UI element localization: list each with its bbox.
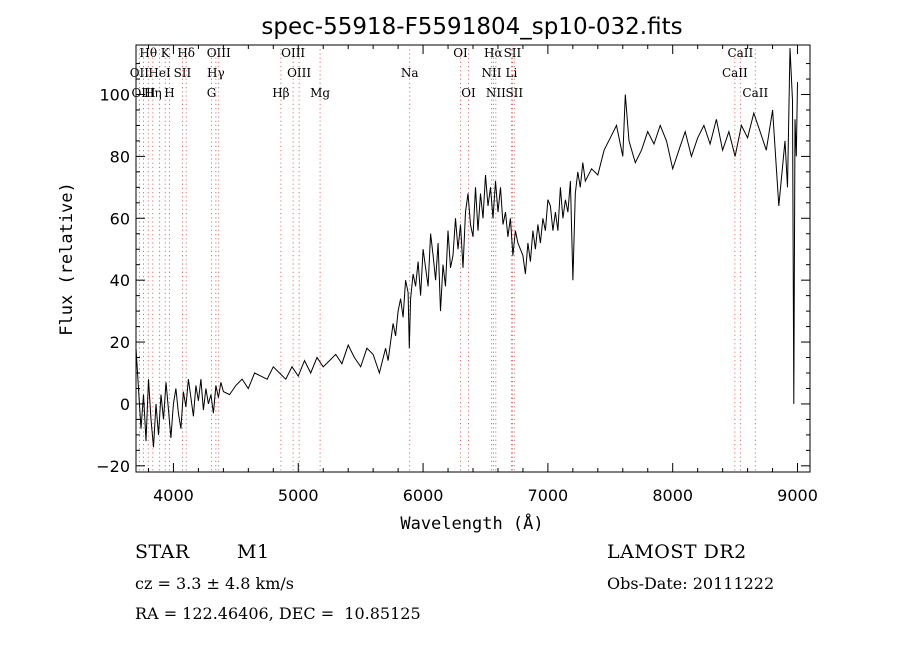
line-label: SII	[504, 46, 522, 60]
y-axis-label: Flux (relative)	[57, 182, 77, 336]
line-label: HeI	[148, 66, 171, 80]
emission-line-markers	[138, 45, 756, 472]
x-tick-label: 7000	[528, 486, 569, 505]
line-label: Hγ	[207, 66, 225, 80]
x-tick-label: 5000	[278, 486, 319, 505]
line-label: G	[207, 86, 217, 100]
line-label: SII	[505, 86, 523, 100]
line-label: H	[164, 86, 174, 100]
line-label: Hδ	[177, 46, 195, 60]
line-label: K	[161, 46, 171, 60]
line-label: SII	[174, 66, 192, 80]
x-axis-label: Wavelength (Å)	[400, 512, 543, 534]
line-label: OIII	[207, 46, 231, 60]
y-tick-label: 80	[110, 147, 130, 166]
line-label: OI	[453, 46, 468, 60]
line-label: CaII	[722, 66, 748, 80]
spectrum-line	[135, 48, 798, 448]
line-label: Li	[506, 66, 518, 80]
line-label: NII	[481, 66, 501, 80]
line-label: OI	[461, 86, 476, 100]
line-label: NII	[486, 86, 506, 100]
sky-coordinates: RA = 122.46406, DEC = 10.85125	[135, 604, 421, 623]
spectral-class: M1	[237, 541, 270, 563]
line-label: OIII	[281, 46, 305, 60]
line-label: OIII	[131, 86, 155, 100]
x-tick-label: 9000	[777, 486, 818, 505]
plot-frame	[135, 44, 811, 473]
line-label: Hα	[484, 46, 503, 60]
redshift-velocity: cz = 3.3 ± 4.8 km/s	[135, 574, 294, 593]
line-label: OII	[130, 66, 150, 80]
observation-date: Obs-Date: 20111222	[607, 574, 775, 593]
survey-name: LAMOST DR2	[607, 541, 747, 563]
line-label: Mg	[310, 86, 330, 100]
y-tick-label: 0	[120, 395, 130, 414]
y-tick-label: 60	[110, 209, 130, 228]
x-tick-label: 4000	[153, 486, 194, 505]
y-axis: −20 0 20 40 60 80 100	[96, 63, 810, 476]
x-tick-label: 6000	[403, 486, 444, 505]
line-label: CaII	[727, 46, 753, 60]
y-tick-label: −20	[96, 457, 130, 476]
y-tick-label: 20	[110, 333, 130, 352]
line-label: OIII	[287, 66, 311, 80]
x-axis: 4000 5000 6000 7000 8000 9000	[147, 45, 818, 505]
line-label: Hβ	[272, 86, 289, 100]
line-label: Hη	[144, 86, 162, 100]
y-tick-label: 40	[110, 271, 130, 290]
line-label: CaII	[742, 86, 768, 100]
x-tick-label: 8000	[652, 486, 693, 505]
object-type: STAR	[135, 541, 190, 563]
line-label: Na	[401, 66, 419, 80]
line-label: Hθ	[139, 46, 157, 60]
chart-title: spec-55918-F5591804_sp10-032.fits	[261, 14, 682, 40]
y-tick-label: 100	[99, 86, 130, 105]
